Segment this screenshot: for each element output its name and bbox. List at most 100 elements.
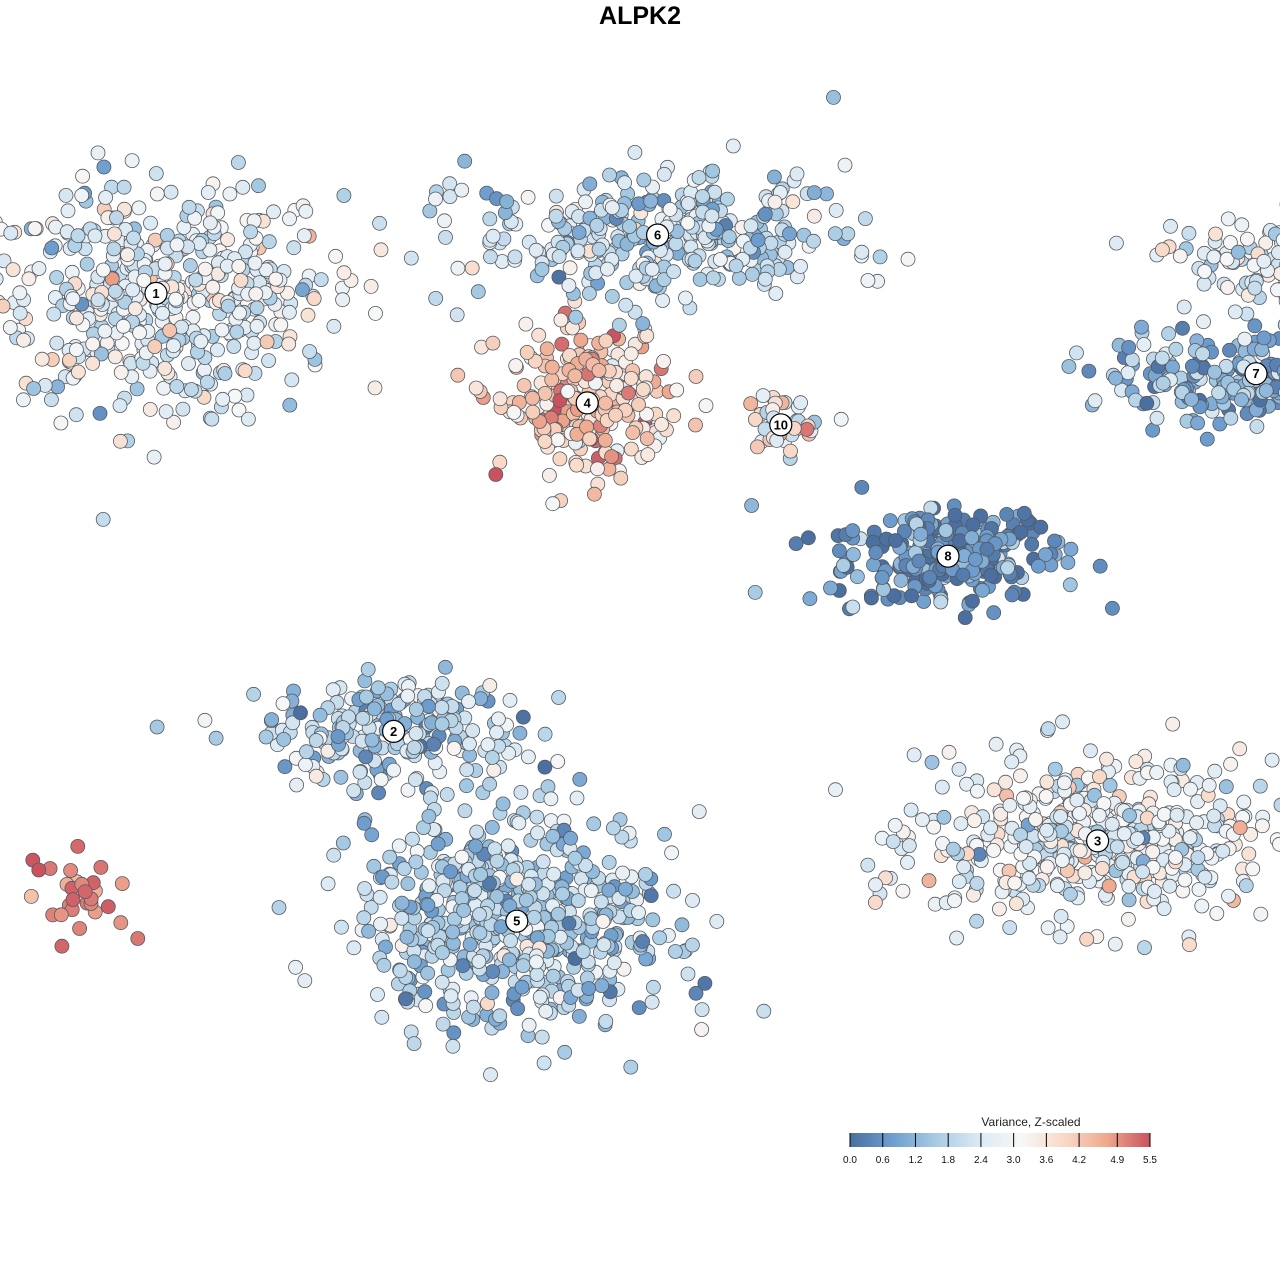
cell-point (1264, 752, 1280, 768)
cell-point (1241, 846, 1257, 862)
cell-point (598, 1014, 614, 1029)
cell-point (590, 461, 605, 477)
cell-point (545, 968, 561, 984)
cell-point (938, 523, 954, 538)
cell-point (197, 261, 213, 277)
cell-point (373, 772, 389, 787)
cell-point (204, 411, 220, 427)
cell-point (1050, 878, 1065, 893)
cell-point (747, 585, 763, 600)
legend-tick-label: 4.2 (1072, 1155, 1086, 1166)
cell-point (691, 170, 707, 185)
cell-point (833, 411, 849, 427)
cell-point (434, 700, 450, 715)
cell-point (370, 680, 386, 696)
cell-point (705, 163, 720, 179)
cell-point (74, 187, 90, 203)
cell-point (955, 567, 971, 583)
cell-point (827, 226, 843, 242)
cell-point (1209, 906, 1225, 921)
cell-point (854, 244, 870, 260)
cell-point (1237, 331, 1253, 347)
cell-point (482, 249, 498, 265)
cell-point (1270, 282, 1280, 298)
cell-point (582, 286, 597, 301)
legend-tick-label: 0.0 (843, 1155, 857, 1166)
cell-point (398, 991, 414, 1007)
cell-point (983, 820, 998, 836)
cell-point (1161, 823, 1177, 839)
cell-point (1121, 878, 1137, 894)
cell-point (308, 733, 324, 748)
cell-point (1134, 319, 1149, 335)
cell-point (1087, 787, 1102, 803)
cell-point (1072, 843, 1088, 859)
cell-point (215, 391, 231, 407)
cell-point (169, 379, 185, 394)
cell-point (400, 688, 416, 704)
cell-point (1161, 326, 1176, 342)
cell-point (142, 401, 158, 417)
cell-point (988, 736, 1004, 752)
cell-point (299, 744, 314, 760)
cell-point (298, 757, 313, 773)
cell-point (698, 398, 714, 414)
cell-point (202, 242, 218, 258)
cell-point (214, 322, 230, 338)
cell-point (312, 707, 328, 723)
cell-point (836, 558, 851, 573)
cell-point (562, 260, 578, 276)
cell-point (335, 835, 351, 851)
cell-point (518, 892, 534, 908)
cell-point (858, 211, 873, 227)
cell-point (484, 820, 500, 835)
cell-point (668, 944, 683, 959)
cell-point (445, 924, 461, 940)
cell-point (79, 256, 95, 272)
cell-point (508, 358, 524, 374)
cell-point (484, 985, 500, 1001)
cell-point (510, 1001, 525, 1016)
cell-point (1166, 782, 1182, 798)
cell-point (638, 867, 653, 882)
cell-point (1055, 714, 1070, 730)
cell-point (581, 981, 597, 996)
cell-point (302, 344, 318, 359)
cell-point (502, 692, 518, 708)
cell-point (1196, 276, 1212, 292)
cell-point (371, 785, 387, 801)
cell-point (512, 725, 528, 741)
cell-point (98, 190, 113, 205)
cell-point (358, 749, 374, 765)
cell-point (1053, 809, 1068, 824)
cell-point (1247, 318, 1263, 334)
cell-point (596, 937, 612, 953)
cell-point (72, 921, 87, 936)
legend-tick-label: 2.4 (974, 1155, 988, 1166)
cell-point (680, 966, 696, 982)
cell-point (623, 1059, 639, 1075)
cell-point (132, 325, 148, 341)
cell-point (1156, 901, 1172, 916)
cell-point (226, 339, 242, 354)
cluster-label-5: 5 (505, 909, 529, 933)
cell-point (1182, 830, 1198, 845)
cell-point (1163, 218, 1178, 234)
cell-point (1135, 864, 1150, 880)
cell-point (1234, 392, 1249, 408)
cell-point (1031, 558, 1046, 574)
cell-point (668, 236, 684, 252)
cluster-label-2: 2 (382, 719, 406, 744)
cell-point (220, 298, 236, 314)
cell-point (1120, 365, 1136, 381)
cell-point (454, 849, 470, 865)
cell-point (1004, 587, 1020, 603)
cell-point (520, 189, 536, 205)
cell-point (116, 318, 131, 334)
legend-tick-label: 3.6 (1039, 1155, 1053, 1166)
cell-point (837, 157, 853, 173)
cell-point (400, 782, 416, 798)
cell-point (126, 230, 141, 246)
cell-point (264, 712, 280, 727)
cell-point (5, 262, 21, 278)
